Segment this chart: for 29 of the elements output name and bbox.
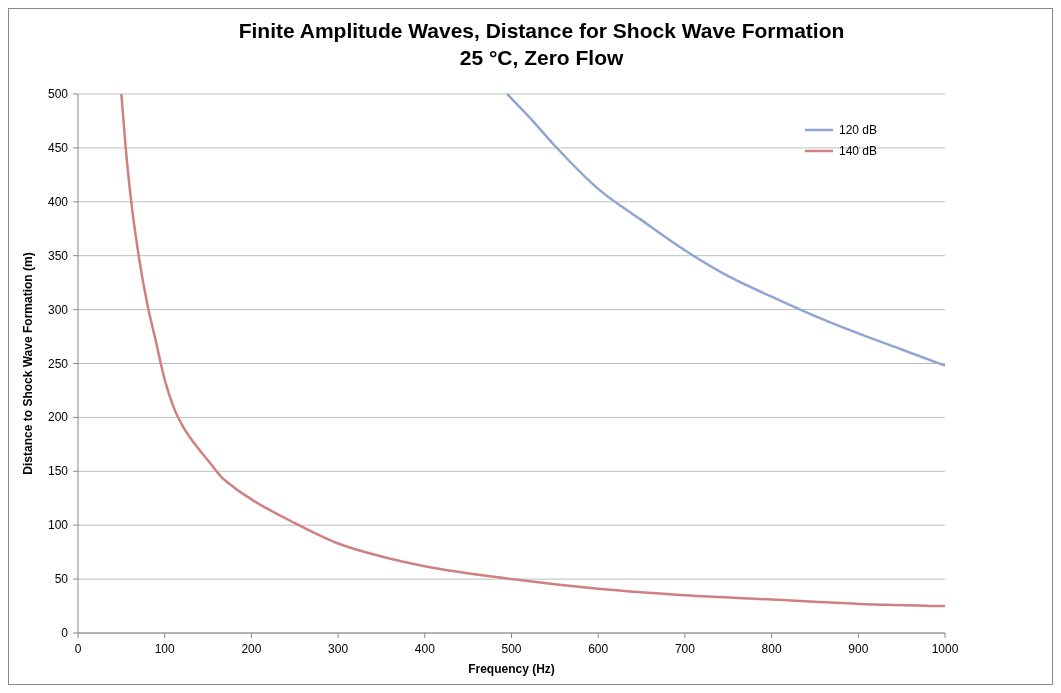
legend-label: 120 dB bbox=[839, 123, 878, 137]
y-tick-label: 500 bbox=[47, 87, 69, 101]
x-tick-label: 900 bbox=[848, 642, 869, 656]
y-tick-label: 200 bbox=[47, 410, 69, 425]
y-tick-label: 0 bbox=[61, 626, 69, 640]
y-tick-label: 100 bbox=[47, 518, 69, 533]
y-tick-label: 250 bbox=[47, 356, 69, 371]
y-tick-label: 400 bbox=[47, 194, 69, 209]
x-tick-label: 600 bbox=[588, 642, 609, 656]
x-tick-label: 0 bbox=[74, 642, 82, 656]
y-axis-title: Distance to Shock Wave Formation (m) bbox=[21, 252, 35, 475]
y-tick-label: 450 bbox=[47, 140, 69, 155]
y-tick-label: 150 bbox=[47, 464, 69, 479]
x-tick-label: 100 bbox=[154, 642, 176, 656]
y-tick-label: 300 bbox=[47, 302, 69, 317]
chart-title: Finite Amplitude Waves, Distance for Shock Wave Formation 25 °C, Zero Flow bbox=[238, 19, 845, 69]
x-tick-label: 400 bbox=[414, 642, 436, 656]
legend-label: 140 dB bbox=[839, 144, 878, 158]
x-tick-label: 700 bbox=[674, 642, 696, 656]
x-tick-label: 200 bbox=[241, 642, 262, 656]
y-tick-label: 350 bbox=[47, 248, 69, 263]
x-tick-label: 800 bbox=[761, 642, 782, 656]
x-tick-label: 1000 bbox=[931, 642, 959, 656]
x-axis-title: Frequency (Hz) bbox=[468, 662, 555, 676]
x-tick-label: 300 bbox=[328, 642, 349, 656]
line-series bbox=[505, 92, 947, 367]
line-series bbox=[120, 92, 947, 608]
y-tick-label: 50 bbox=[54, 572, 69, 587]
x-tick-label: 500 bbox=[501, 642, 522, 656]
